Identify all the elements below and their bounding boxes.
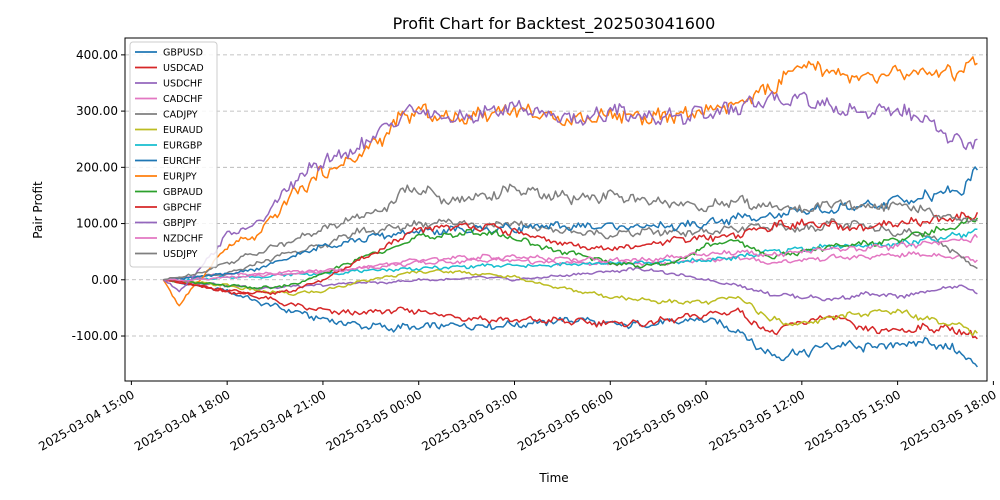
- series-lines: [162, 56, 979, 368]
- legend-label: EURGBP: [163, 141, 202, 152]
- legend-label: EURCHF: [163, 156, 201, 167]
- legend-label: USDCHF: [163, 79, 203, 90]
- legend: GBPUSD USDCAD USDCHF CADCHF CADJPY EURAUD EURG…: [129, 41, 218, 268]
- series-line-gbpusd: [163, 279, 978, 368]
- legend-label: GBPJPY: [163, 218, 197, 229]
- plot-frame: [124, 37, 988, 382]
- y-tick-label: -100.00: [72, 329, 118, 343]
- legend-label: GBPCHF: [163, 203, 202, 214]
- y-tick-label: 300.00: [76, 104, 118, 118]
- y-tick-label: 200.00: [76, 160, 118, 174]
- legend-label: EURJPY: [163, 172, 197, 183]
- legend-label: CADJPY: [163, 110, 198, 121]
- series-line-usdchf: [163, 267, 978, 302]
- series-line-nzdchf: [163, 233, 978, 282]
- legend-label: GBPUSD: [163, 48, 203, 59]
- legend-label: GBPAUD: [163, 187, 203, 198]
- legend-label: CADCHF: [163, 94, 203, 105]
- y-tick-label: 400.00: [76, 48, 118, 62]
- legend-label: NZDCHF: [163, 234, 203, 245]
- y-tick-label: 0.00: [91, 273, 118, 287]
- legend-label: USDCAD: [163, 63, 204, 74]
- x-axis-label: Time: [538, 471, 568, 485]
- y-axis-ticks: -100.00 0.00 100.00 200.00 300.00 400.00: [72, 48, 125, 343]
- grid-lines: [125, 54, 987, 337]
- series-line-gbpchf: [163, 211, 979, 296]
- chart-title: Profit Chart for Backtest_202503041600: [393, 14, 716, 34]
- series-line-usdcad: [163, 279, 978, 340]
- series-line-cadchf: [163, 251, 978, 282]
- series-line-gbpaud: [163, 216, 979, 290]
- series-line-gbpjpy: [162, 90, 978, 293]
- y-tick-label: 100.00: [76, 217, 118, 231]
- y-axis-label: Pair Profit: [31, 181, 45, 239]
- series-line-euraud: [163, 268, 978, 336]
- legend-label: USDJPY: [163, 249, 198, 260]
- series-line-eurjpy: [162, 56, 978, 307]
- legend-label: EURAUD: [163, 125, 203, 136]
- series-line-usdjpy: [163, 183, 978, 281]
